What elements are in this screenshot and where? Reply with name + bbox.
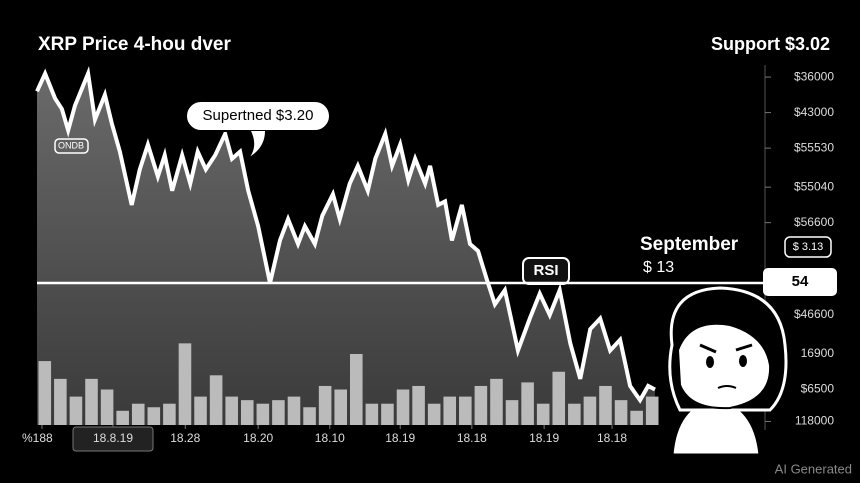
volume-bar (583, 396, 597, 425)
volume-bar (645, 396, 659, 425)
volume-bar (474, 385, 488, 425)
volume-bar (256, 403, 270, 425)
callout-text: Supertned $3.20 (203, 107, 314, 124)
volume-bar (350, 354, 363, 425)
y-tick-label: $36000 (794, 69, 834, 83)
x-tick-label: 18.8.19 (93, 431, 133, 445)
volume-bar (131, 403, 145, 425)
chart-title: XRP Price 4-hou dver (38, 34, 231, 55)
y-tick-label: 16900 (801, 346, 835, 360)
x-tick-label: %188 (22, 431, 53, 445)
volume-bar (490, 378, 503, 425)
y-tick-label: $55040 (794, 179, 834, 193)
rsi-label: RSI (533, 262, 558, 279)
volume-bar (412, 385, 425, 425)
x-tick-label: 18.18 (457, 431, 487, 445)
x-tick-label: 18.19 (385, 431, 415, 445)
volume-bar (38, 361, 52, 425)
volume-bar (272, 400, 285, 425)
watermark: AI Generated (775, 461, 852, 476)
volume-bar (427, 403, 441, 425)
volume-bar (599, 385, 612, 425)
volume-bar (334, 389, 347, 425)
volume-bar (552, 371, 566, 425)
callout: Supertned $3.20 (185, 100, 331, 161)
volume-bar (85, 378, 98, 425)
x-tick-label: 18.19 (529, 431, 559, 445)
volume-bar (209, 375, 223, 425)
y-tick-label: $6500 (801, 382, 835, 396)
volume-bar (396, 389, 410, 425)
rsi-value-box (763, 268, 837, 296)
cartoon-girl (668, 286, 788, 457)
volume-bar (365, 403, 379, 425)
volume-bar (303, 407, 316, 425)
volume-bar (116, 410, 129, 425)
y-tick-label: $43000 (794, 105, 834, 119)
y-tick-label: $55530 (794, 140, 834, 154)
volume-bar (225, 396, 238, 425)
volume-bar (178, 343, 192, 425)
volume-bar (287, 396, 301, 425)
volume-bar (318, 385, 332, 425)
volume-bar (505, 400, 519, 425)
volume-bar (240, 400, 254, 425)
y-tick-label: $56600 (794, 215, 834, 229)
volume-bar (147, 407, 161, 425)
rsi-value: 54 (792, 273, 809, 290)
badge: ONDB (58, 140, 84, 150)
x-tick-label: 18.18 (597, 431, 627, 445)
volume-bar (459, 396, 472, 425)
volume-bar (521, 382, 534, 425)
price-area (37, 73, 656, 426)
y-tick-label: $46600 (794, 307, 834, 321)
volume-bar (163, 403, 176, 425)
volume-bar (443, 396, 457, 425)
x-tick-label: 18.28 (170, 431, 200, 445)
volume-bar (568, 403, 581, 425)
y-tick-label: 118000 (795, 414, 834, 428)
month-price: $ 13 (643, 259, 674, 276)
x-tick-label: 18.10 (315, 431, 345, 445)
volume-bar (194, 396, 207, 425)
badge-box (54, 138, 89, 154)
volume-bar (614, 400, 628, 425)
volume-bar (536, 403, 550, 425)
month-box-text: $ 3.13 (793, 241, 824, 253)
month-label: September (640, 234, 739, 255)
volume-bar (381, 403, 394, 425)
price-line (35, 66, 656, 404)
volume-bar (630, 410, 643, 425)
support-label: Support $3.02 (711, 34, 830, 54)
volume-bar (100, 389, 114, 425)
volume-bar (54, 378, 67, 425)
month-box (784, 236, 832, 258)
x-tick-box (72, 426, 154, 452)
x-tick-label: 18.20 (243, 431, 273, 445)
plot: $36000 $43000 $55530 $55040 $56600 $46600 1690… (22, 65, 835, 452)
volume-bar (69, 396, 83, 425)
